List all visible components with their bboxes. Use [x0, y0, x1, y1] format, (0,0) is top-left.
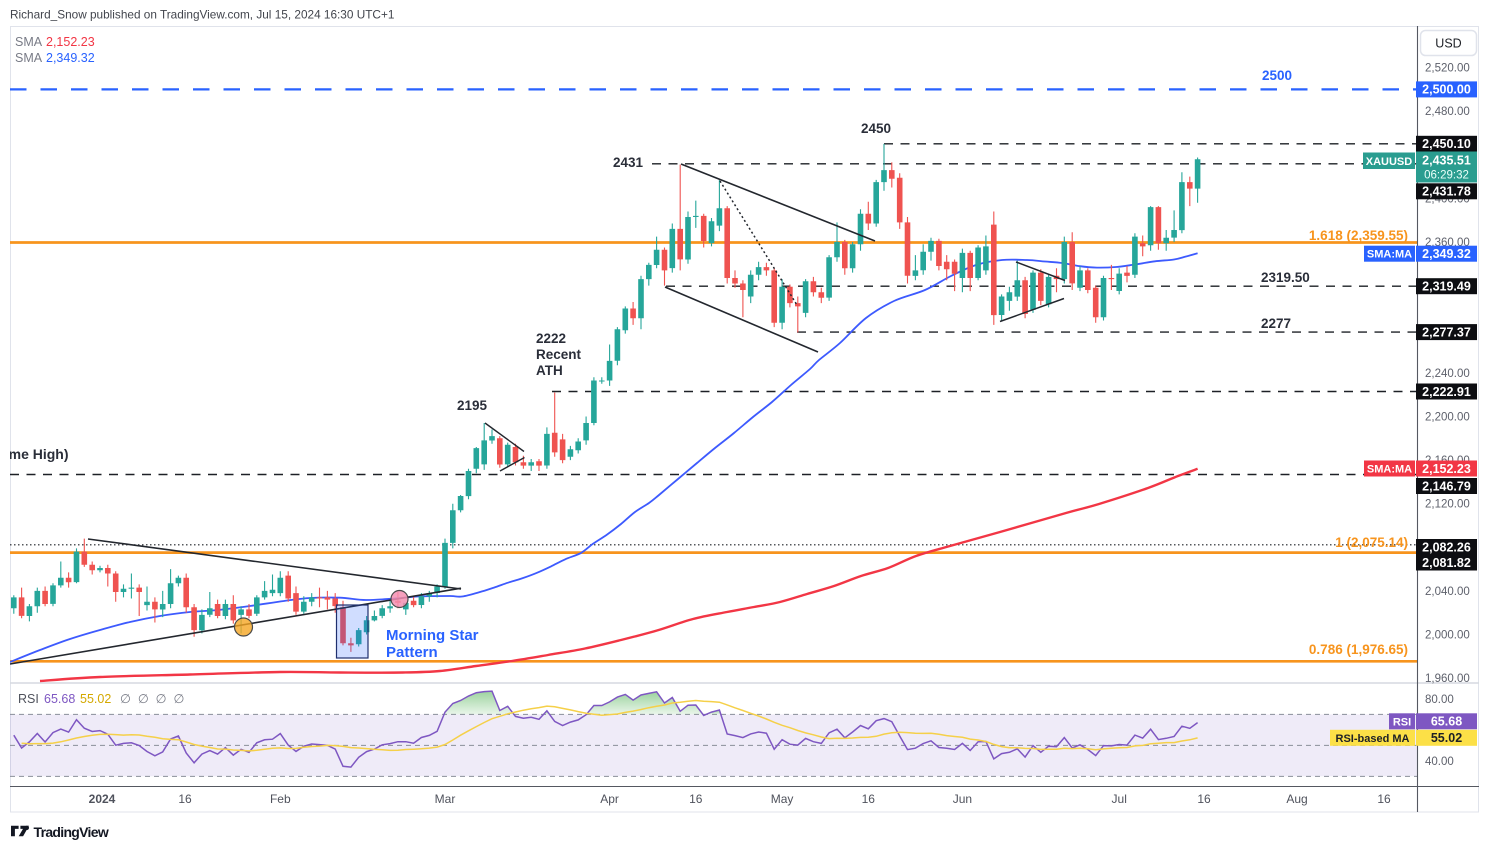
svg-text:SMA:MA: SMA:MA	[1367, 464, 1412, 476]
svg-text:16: 16	[1197, 792, 1211, 806]
svg-text:RSI: RSI	[18, 692, 39, 706]
svg-text:2195: 2195	[457, 398, 488, 413]
svg-text:2,152.23: 2,152.23	[1422, 462, 1471, 476]
svg-text:2,349.32: 2,349.32	[46, 51, 95, 65]
svg-text:2500: 2500	[1262, 68, 1292, 83]
svg-text:2,082.26: 2,082.26	[1422, 540, 1471, 554]
svg-text:1 (2,075.14): 1 (2,075.14)	[1335, 535, 1408, 550]
svg-text:∅ ∅ ∅ ∅: ∅ ∅ ∅ ∅	[120, 692, 185, 706]
svg-text:2,152.23: 2,152.23	[46, 35, 95, 49]
svg-text:1,960.00: 1,960.00	[1425, 673, 1470, 685]
svg-text:2,222.91: 2,222.91	[1422, 385, 1471, 399]
svg-text:55.02: 55.02	[80, 692, 111, 706]
svg-text:2,120.00: 2,120.00	[1425, 499, 1470, 511]
svg-text:Jun: Jun	[953, 792, 972, 806]
svg-text:Jul: Jul	[1112, 792, 1127, 806]
svg-text:2,435.51: 2,435.51	[1422, 153, 1471, 167]
svg-text:2,480.00: 2,480.00	[1425, 106, 1470, 118]
svg-text:2,040.00: 2,040.00	[1425, 586, 1470, 598]
svg-text:RSI: RSI	[1393, 716, 1411, 728]
svg-text:65.68: 65.68	[1431, 715, 1462, 729]
svg-text:0.786 (1,976.65): 0.786 (1,976.65)	[1309, 642, 1408, 657]
svg-text:May: May	[771, 792, 794, 806]
svg-text:2,450.10: 2,450.10	[1422, 137, 1471, 151]
svg-text:16: 16	[862, 792, 876, 806]
svg-text:2277: 2277	[1261, 316, 1291, 331]
svg-text:RSI-based MA: RSI-based MA	[1336, 733, 1410, 745]
svg-text:2,319.49: 2,319.49	[1422, 280, 1471, 294]
svg-text:SMA: SMA	[15, 51, 43, 65]
svg-text:2,146.79: 2,146.79	[1422, 479, 1471, 493]
svg-text:USD: USD	[1435, 37, 1461, 51]
svg-text:2,240.00: 2,240.00	[1425, 368, 1470, 380]
svg-text:Aug: Aug	[1286, 792, 1307, 806]
svg-text:2,500.00: 2,500.00	[1422, 83, 1471, 97]
svg-text:2431: 2431	[613, 155, 644, 170]
svg-text:Richard_Snow published on Trad: Richard_Snow published on TradingView.co…	[10, 8, 394, 22]
svg-text:2,200.00: 2,200.00	[1425, 412, 1470, 424]
svg-text:ATH: ATH	[536, 363, 563, 378]
svg-text:Recent: Recent	[536, 347, 582, 362]
svg-text:55.02: 55.02	[1431, 731, 1462, 745]
svg-text:2,349.32: 2,349.32	[1422, 247, 1471, 261]
svg-text:(All Time High): (All Time High)	[0, 446, 69, 462]
svg-text:Feb: Feb	[270, 792, 291, 806]
svg-text:Pattern: Pattern	[386, 644, 438, 661]
svg-text:06:29:32: 06:29:32	[1424, 169, 1469, 181]
svg-text:16: 16	[1377, 792, 1391, 806]
svg-text:2,000.00: 2,000.00	[1425, 630, 1470, 642]
svg-text:16: 16	[178, 792, 192, 806]
svg-text:Apr: Apr	[600, 792, 619, 806]
svg-text:2,431.78: 2,431.78	[1422, 185, 1471, 199]
svg-text:Mar: Mar	[435, 792, 456, 806]
svg-text:16: 16	[689, 792, 703, 806]
svg-text:2,520.00: 2,520.00	[1425, 63, 1470, 75]
svg-text:65.68: 65.68	[44, 692, 75, 706]
svg-text:SMA: SMA	[15, 35, 43, 49]
svg-text:2222: 2222	[536, 331, 566, 346]
svg-text:2,081.82: 2,081.82	[1422, 556, 1471, 570]
svg-text:Morning Star: Morning Star	[386, 627, 479, 644]
svg-text:2450: 2450	[861, 121, 891, 136]
svg-text:2319.50: 2319.50	[1261, 270, 1310, 285]
svg-text:SMA:MA: SMA:MA	[1367, 249, 1412, 261]
svg-text:40.00: 40.00	[1425, 756, 1454, 768]
svg-text:2,277.37: 2,277.37	[1422, 325, 1471, 339]
svg-text:2024: 2024	[89, 792, 116, 806]
svg-text:80.00: 80.00	[1425, 694, 1454, 706]
svg-text:TradingView: TradingView	[34, 824, 109, 840]
svg-text:1.618 (2,359.55): 1.618 (2,359.55)	[1309, 228, 1408, 243]
svg-text:XAUUSD: XAUUSD	[1366, 156, 1413, 168]
